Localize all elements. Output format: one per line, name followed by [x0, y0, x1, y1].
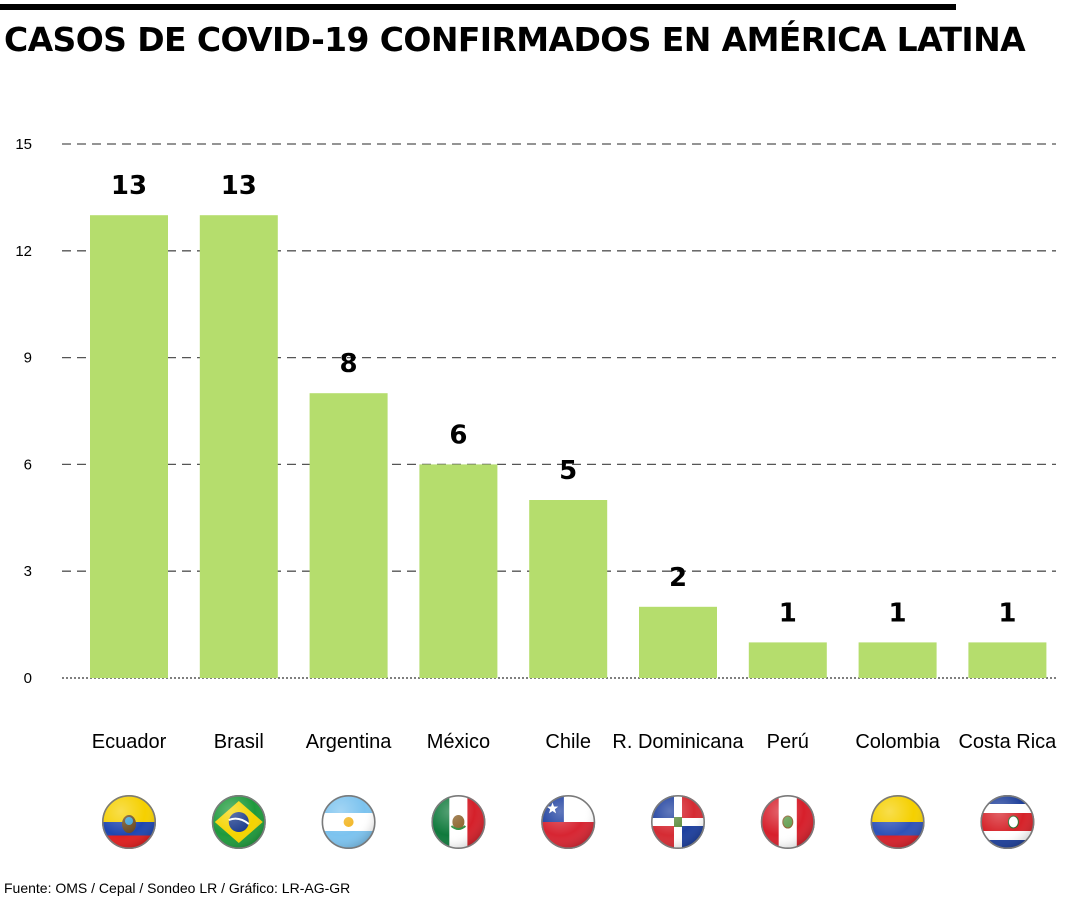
y-tick-label: 3 [24, 563, 32, 580]
category-label: Costa Rica [958, 731, 1057, 753]
bar-per- [748, 642, 827, 678]
bar-m-xico [419, 464, 498, 678]
bar-chile [529, 500, 608, 678]
y-tick-label: 12 [15, 243, 32, 260]
value-label: 1 [779, 598, 797, 628]
category-label: Perú [767, 731, 809, 753]
flag-mexico-icon [431, 794, 486, 849]
flag-colombia-icon [870, 794, 925, 849]
source-note: Fuente: OMS / Cepal / Sondeo LR / Gráfic… [4, 880, 351, 896]
value-label: 2 [669, 563, 687, 593]
bar-colombia [858, 642, 937, 678]
category-label: Chile [545, 731, 591, 753]
flag-peru-icon [760, 794, 815, 849]
flag-brazil-icon [211, 794, 266, 849]
bar-r-dominicana [639, 606, 717, 678]
flag-dominican-republic-icon [650, 794, 705, 849]
top-rule [0, 4, 956, 10]
flag-chile-icon [541, 794, 596, 849]
value-label: 5 [559, 456, 577, 486]
flag-ecuador-icon [102, 794, 157, 849]
category-label: R. Dominicana [612, 731, 744, 753]
category-label: Colombia [855, 731, 940, 753]
value-label: 13 [221, 171, 257, 201]
y-tick-label: 15 [15, 136, 32, 153]
bar-ecuador [90, 215, 168, 678]
flag-argentina-icon [321, 794, 376, 849]
value-label: 1 [998, 598, 1016, 628]
category-label: Ecuador [92, 731, 167, 753]
value-label: 13 [111, 171, 147, 201]
flag-costa-rica-icon [980, 794, 1035, 849]
value-label: 1 [889, 598, 907, 628]
value-label: 6 [449, 420, 467, 450]
chart-title: CASOS DE COVID-19 CONFIRMADOS EN AMÉRICA… [4, 20, 1026, 59]
y-tick-label: 6 [24, 456, 32, 473]
bar-argentina [309, 393, 388, 678]
y-tick-label: 9 [24, 350, 32, 367]
y-tick-label: 0 [24, 670, 32, 687]
category-label: México [427, 731, 490, 753]
bar-brasil [199, 215, 278, 678]
category-label: Brasil [214, 731, 264, 753]
value-label: 8 [340, 349, 358, 379]
bar-costa-rica [968, 642, 1047, 678]
category-label: Argentina [306, 731, 392, 753]
